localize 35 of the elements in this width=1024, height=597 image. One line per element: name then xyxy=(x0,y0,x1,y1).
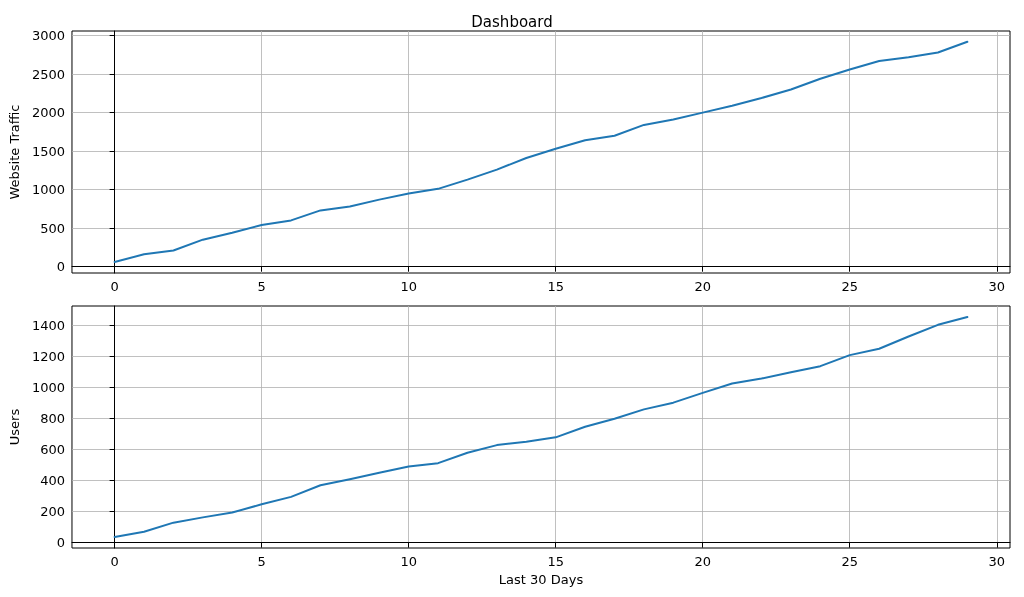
x-tick-label: 5 xyxy=(257,554,266,569)
y-tick-label: 2000 xyxy=(31,105,65,121)
y-tick-label: 0 xyxy=(56,259,65,275)
y-tick-label: 3000 xyxy=(31,28,65,44)
y-tick-label: 1000 xyxy=(31,182,65,198)
x-tick-label: 30 xyxy=(988,279,1006,294)
x-tick-label: 0 xyxy=(110,279,119,294)
y-tick-label: 1200 xyxy=(31,348,65,364)
x-tick-label: 0 xyxy=(110,554,119,569)
y-tick-label: 500 xyxy=(40,220,65,236)
x-tick-label: 30 xyxy=(988,554,1006,569)
line-series xyxy=(113,40,969,263)
x-tick-label: 10 xyxy=(400,554,417,569)
x-tick-label: 15 xyxy=(547,554,564,569)
y-tick-label: 1400 xyxy=(31,317,65,333)
x-tick-label: 15 xyxy=(547,279,564,294)
y-tick-label: 600 xyxy=(40,441,65,457)
y-tick-label: 400 xyxy=(40,473,65,489)
y-tick-label: 800 xyxy=(40,410,65,426)
y-tick-label: 2500 xyxy=(31,66,65,82)
y-tick-label: 200 xyxy=(40,504,65,520)
y-tick-label: 1500 xyxy=(31,143,65,159)
x-tick-label: 25 xyxy=(841,279,859,294)
line-series xyxy=(113,316,969,538)
y-axis-title: Users xyxy=(7,408,22,446)
x-axis-title: Last 30 Days xyxy=(498,571,584,587)
x-tick-label: 10 xyxy=(400,279,417,294)
x-tick-label: 20 xyxy=(694,279,711,294)
y-tick-label: 0 xyxy=(56,535,65,551)
y-axis-title: Website Traffic xyxy=(7,104,22,200)
chart-title: Dashboard xyxy=(471,12,553,31)
x-tick-label: 5 xyxy=(257,279,266,294)
x-tick-label: 20 xyxy=(694,554,711,569)
y-tick-label: 1000 xyxy=(31,379,65,395)
x-tick-label: 25 xyxy=(841,554,859,569)
